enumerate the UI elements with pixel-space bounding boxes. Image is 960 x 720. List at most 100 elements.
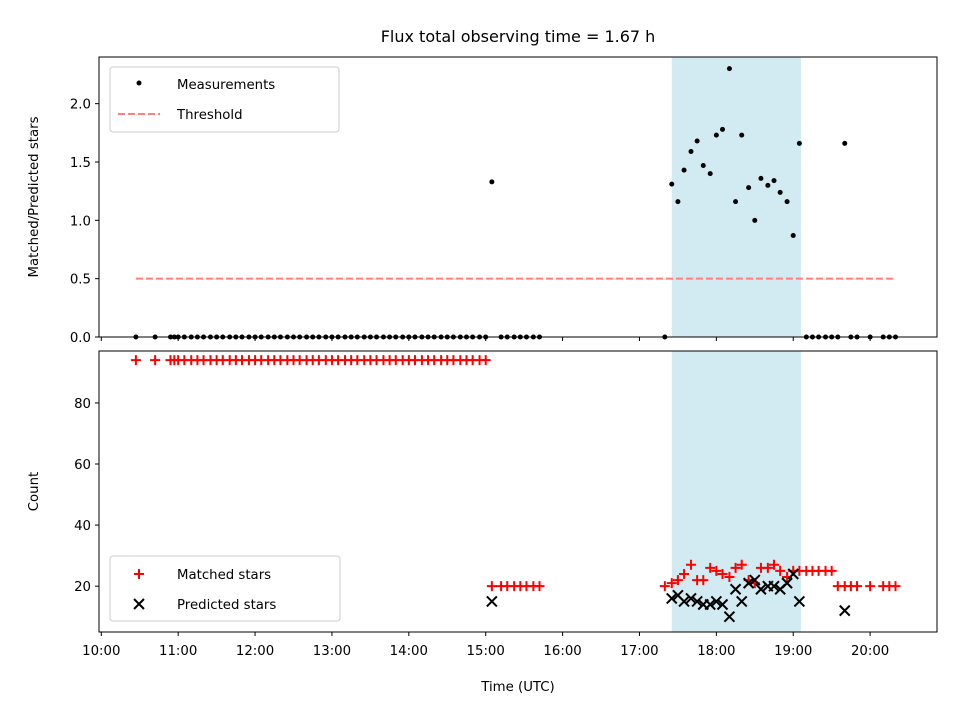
legend-measurements-label: Measurements — [177, 78, 275, 93]
matched-star-marker — [775, 565, 786, 576]
matched-star-marker — [736, 559, 747, 570]
predicted-star-marker — [755, 583, 767, 595]
predicted-star-marker — [685, 592, 697, 605]
top-legend: Measurements Threshold — [109, 66, 340, 133]
y-tick-label: 60 — [74, 458, 91, 473]
bottom-markers — [130, 355, 901, 623]
measurement-point — [739, 132, 745, 138]
measurement-point — [675, 199, 681, 205]
x-tick-label: 17:00 — [620, 644, 658, 659]
chart-title: Flux total observing time = 1.67 h — [381, 27, 656, 46]
measurement-point — [790, 233, 796, 238]
bottom-y-axis-label: Count — [27, 472, 42, 512]
measurement-point — [746, 185, 752, 191]
matched-star-marker — [865, 581, 876, 592]
measurement-point — [733, 199, 739, 205]
matched-star-marker — [480, 355, 491, 366]
matched-star-marker — [698, 575, 709, 586]
x-tick-label: 16:00 — [543, 644, 581, 659]
matched-star-marker — [666, 578, 677, 589]
matched-star-marker — [730, 562, 741, 573]
top-highlight-span — [671, 57, 801, 337]
matched-star-marker — [534, 581, 545, 592]
measurement-point — [777, 189, 783, 195]
measurement-point — [713, 132, 719, 138]
measurement-point — [720, 126, 726, 132]
predicted-star-marker — [839, 604, 851, 617]
measurement-point — [700, 163, 706, 168]
x-tick-label: 15:00 — [467, 644, 505, 659]
x-tick-label: 14:00 — [390, 644, 428, 659]
predicted-star-marker — [729, 583, 742, 595]
legend-predicted-marker — [133, 598, 145, 610]
measurement-point — [784, 199, 790, 205]
top-x-ticks — [100, 337, 871, 341]
bottom-highlight-span — [671, 351, 801, 632]
bottom-axes-frame — [98, 350, 938, 633]
y-tick-label: 0.0 — [70, 331, 91, 346]
measurement-point — [489, 179, 495, 185]
legend-measurements-marker — [136, 80, 142, 86]
predicted-star-marker — [793, 595, 806, 608]
top-y-axis-label: Matched/Predicted stars — [27, 116, 42, 277]
bottom-x-ticks: 10:00 11:00 12:00 13:00 14:00 15:00 16:00 17:00… — [82, 632, 889, 659]
matched-star-marker — [705, 562, 716, 573]
x-axis-label: Time (UTC) — [480, 680, 555, 695]
legend-threshold-label: Threshold — [176, 108, 243, 123]
matched-star-marker — [685, 559, 696, 570]
y-tick-label: 80 — [74, 397, 91, 412]
legend-matched-marker — [134, 569, 144, 579]
measurement-point — [842, 140, 848, 146]
measurement-point — [681, 167, 687, 173]
matched-star-marker — [679, 568, 690, 579]
matched-star-marker — [717, 568, 728, 579]
matched-star-marker — [150, 355, 161, 366]
measurement-point — [669, 181, 675, 187]
matched-star-marker — [130, 355, 141, 366]
bottom-legend-box — [109, 555, 341, 622]
matched-star-marker — [711, 565, 722, 576]
predicted-star-marker — [749, 574, 761, 586]
measurement-point — [758, 175, 764, 181]
legend-matched-label: Matched stars — [177, 568, 271, 583]
measurement-point — [765, 182, 771, 188]
measurement-point — [707, 171, 713, 177]
predicted-star-marker — [710, 595, 723, 608]
x-tick-label: 13:00 — [313, 644, 351, 659]
x-tick-label: 12:00 — [236, 644, 274, 659]
measurement-point — [752, 217, 758, 223]
matched-star-marker — [762, 562, 773, 573]
y-tick-label: 1.0 — [70, 214, 91, 229]
measurement-point — [796, 140, 802, 146]
matched-star-marker — [486, 581, 497, 592]
x-tick-label: 11:00 — [159, 644, 197, 659]
measurement-point — [771, 178, 777, 184]
y-tick-label: 40 — [74, 519, 91, 534]
matched-star-marker — [852, 581, 863, 592]
top-axes-frame — [98, 56, 938, 338]
predicted-star-marker — [781, 577, 793, 589]
measurement-point — [694, 138, 700, 144]
predicted-star-marker — [486, 595, 498, 608]
y-tick-label: 20 — [74, 580, 91, 595]
predicted-star-marker — [704, 598, 716, 611]
predicted-star-marker — [678, 595, 690, 608]
top-y-ticks: 0.0 0.5 1.0 1.5 2.0 — [70, 98, 99, 346]
matched-star-marker — [659, 581, 670, 592]
predicted-star-marker — [723, 611, 736, 623]
legend-predicted-label: Predicted stars — [177, 598, 276, 613]
x-tick-label: 18:00 — [697, 644, 735, 659]
y-tick-label: 2.0 — [70, 98, 91, 113]
matched-star-marker — [672, 575, 683, 586]
matched-star-marker — [724, 572, 735, 583]
predicted-star-marker — [768, 580, 780, 592]
y-tick-label: 1.5 — [70, 156, 91, 171]
bottom-legend: Matched stars Predicted stars — [109, 555, 341, 622]
measurement-point — [688, 149, 694, 154]
y-tick-label: 0.5 — [70, 273, 91, 288]
measurement-point — [726, 66, 732, 72]
matched-star-marker — [890, 581, 901, 592]
predicted-star-marker — [736, 595, 748, 608]
